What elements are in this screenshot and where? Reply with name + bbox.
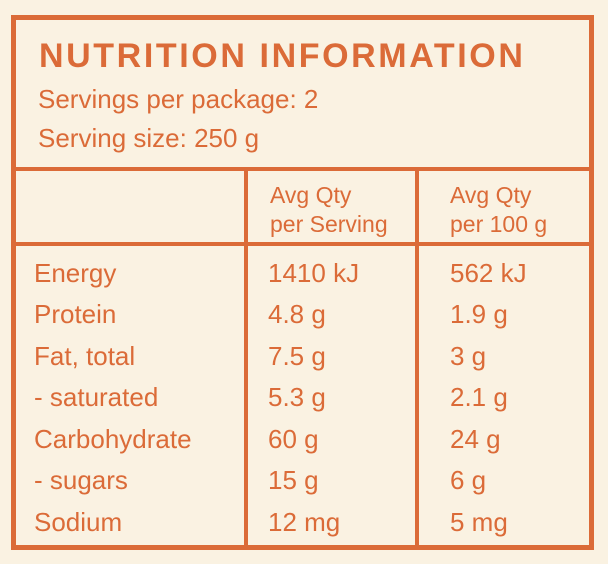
per-100g-value: 1.9 g — [450, 299, 508, 329]
nutrition-panel: NUTRITION INFORMATION Servings per packa… — [11, 15, 594, 550]
servings-per-package: Servings per package: 2 — [38, 84, 319, 114]
per-serving-value: 12 mg — [268, 507, 341, 537]
nutrient-name: Sodium — [34, 507, 123, 537]
per-100g-value: 6 g — [450, 465, 487, 495]
nutrient-name: - saturated — [34, 382, 159, 412]
serving-size: Serving size: 250 g — [38, 123, 260, 153]
nutrient-name: Carbohydrate — [34, 424, 192, 454]
column-divider-2 — [415, 167, 419, 545]
per-serving-value: 1410 kJ — [268, 258, 360, 288]
nutrient-name: - sugars — [34, 465, 128, 495]
per-serving-value: 7.5 g — [268, 341, 326, 371]
panel-title: NUTRITION INFORMATION — [39, 37, 526, 75]
nutrient-name: Protein — [34, 299, 117, 329]
header-divider — [16, 167, 589, 171]
per-serving-value: 5.3 g — [268, 382, 326, 412]
per-100g-value: 3 g — [450, 341, 487, 371]
per-serving-value: 15 g — [268, 465, 319, 495]
nutrient-name: Fat, total — [34, 341, 136, 371]
per-serving-value: 60 g — [268, 424, 319, 454]
per-100g-value: 24 g — [450, 424, 501, 454]
column-divider-1 — [244, 167, 248, 545]
per-100g-value: 5 mg — [450, 507, 508, 537]
column-header-divider — [16, 242, 589, 246]
per-serving-value: 4.8 g — [268, 299, 326, 329]
per-100g-value: 2.1 g — [450, 382, 508, 412]
column-header-per-serving: Avg Qty per Serving — [270, 182, 388, 237]
column-header-per-100g: Avg Qty per 100 g — [450, 182, 548, 237]
per-100g-value: 562 kJ — [450, 258, 527, 288]
nutrient-name: Energy — [34, 258, 117, 288]
